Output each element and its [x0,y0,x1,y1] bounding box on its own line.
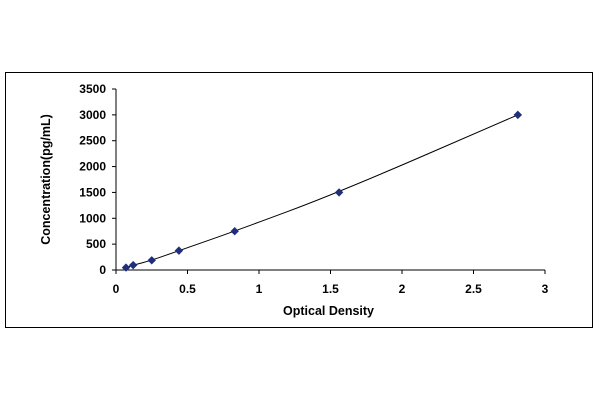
trend-line [125,114,519,269]
x-tick-label: 1.5 [322,282,339,296]
data-points [121,110,523,272]
y-tick-label: 2500 [79,134,106,148]
y-ticks: 0 500 1000 1500 2000 2500 3000 3500 [79,82,116,277]
x-axis-title: Optical Density [283,304,374,318]
x-ticks: 0 0.5 1 1.5 2 2.5 3 [113,270,549,296]
data-point-marker [334,188,344,197]
y-tick-label: 0 [99,263,106,277]
data-point-marker [147,256,156,265]
x-tick-label: 1 [256,282,263,296]
axes [115,89,545,271]
y-tick-label: 3000 [79,108,106,122]
data-point-marker [128,260,138,270]
data-point-marker [121,263,131,272]
x-tick-label: 2.5 [465,282,482,296]
y-tick-label: 1500 [79,185,106,199]
chart-frame [5,72,593,328]
x-tick-label: 0 [113,282,120,296]
y-tick-label: 500 [86,237,106,251]
y-axis-title: Concentration(pg/mL) [39,114,53,245]
y-tick-label: 3500 [79,82,106,96]
data-point-marker [230,227,239,236]
y-tick-label: 1000 [79,211,106,225]
data-point-marker [513,110,523,120]
x-tick-label: 2 [399,282,406,296]
y-tick-label: 2000 [79,160,106,174]
data-point-marker [174,246,184,255]
x-tick-label: 3 [542,282,549,296]
x-tick-label: 0.5 [179,282,196,296]
